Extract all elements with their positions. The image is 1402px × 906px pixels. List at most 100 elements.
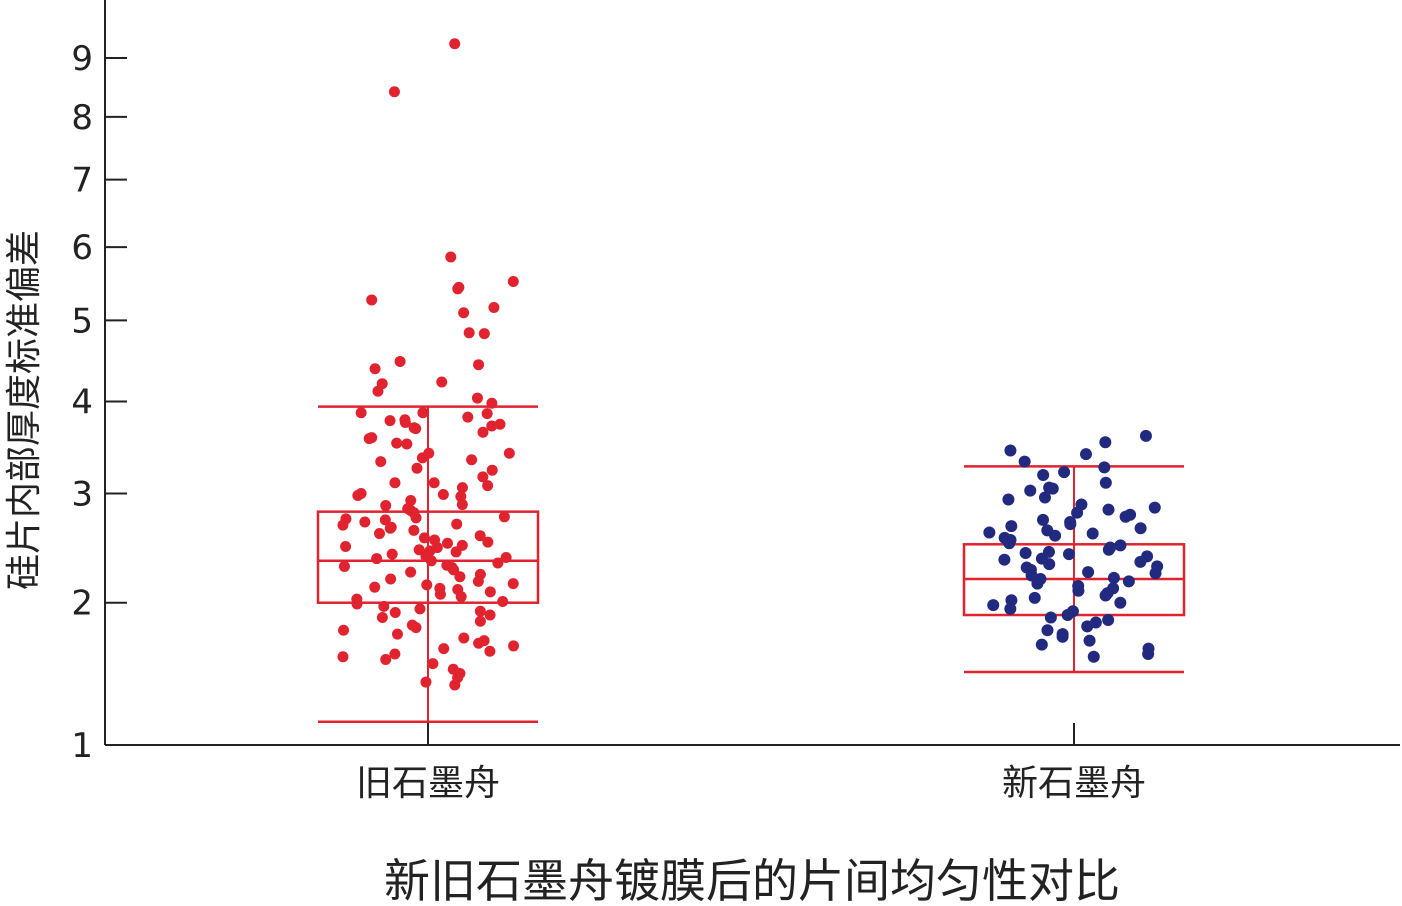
data-point	[494, 418, 506, 430]
data-point	[375, 456, 387, 468]
data-point	[456, 482, 468, 494]
y-tick-label: 1	[71, 726, 93, 766]
data-point	[1099, 589, 1112, 602]
data-point	[1044, 611, 1057, 624]
data-point	[410, 423, 422, 435]
data-point	[474, 530, 486, 542]
data-point	[471, 392, 483, 404]
data-point	[340, 540, 352, 552]
data-point	[1083, 634, 1096, 647]
data-point	[1031, 577, 1044, 590]
data-point	[1119, 510, 1132, 523]
data-point	[503, 447, 515, 459]
data-point	[1102, 503, 1115, 516]
y-tick-label: 2	[71, 584, 93, 624]
y-tick-label: 7	[71, 161, 93, 201]
data-point	[1005, 520, 1018, 533]
data-point	[1004, 444, 1017, 457]
data-point	[1142, 648, 1155, 661]
y-tick-label: 5	[71, 301, 93, 341]
data-point	[507, 275, 519, 287]
data-point	[1148, 501, 1161, 514]
box	[316, 510, 540, 604]
data-point	[1114, 539, 1127, 552]
data-point	[410, 512, 422, 524]
x-tick-label: 旧石墨舟	[356, 763, 500, 804]
point-group	[983, 429, 1164, 663]
data-point	[384, 415, 396, 427]
data-point	[425, 555, 437, 567]
data-point	[436, 376, 448, 388]
data-point	[417, 407, 429, 419]
data-point	[1041, 624, 1054, 637]
y-tick-label: 4	[71, 383, 93, 423]
data-point	[385, 573, 397, 585]
data-point	[474, 615, 486, 627]
data-point	[410, 622, 422, 634]
data-point	[372, 385, 384, 397]
data-point	[337, 519, 349, 531]
data-point	[389, 477, 401, 489]
data-point	[378, 600, 390, 612]
data-point	[1086, 527, 1099, 540]
data-point	[1079, 448, 1092, 461]
data-point	[376, 612, 388, 624]
data-point	[1018, 455, 1031, 468]
data-point	[1028, 591, 1041, 604]
data-point	[414, 603, 426, 615]
data-point	[1134, 555, 1147, 568]
data-point	[428, 477, 440, 489]
data-point	[355, 407, 367, 419]
data-point	[1038, 491, 1051, 504]
data-point	[391, 628, 403, 640]
data-point	[1064, 518, 1077, 531]
data-point	[498, 511, 510, 523]
data-point	[1114, 596, 1127, 609]
data-point	[452, 283, 464, 295]
data-point	[474, 605, 486, 617]
data-point	[1098, 461, 1111, 474]
axes: 1 2 3 4 5 6 7 8 9 旧石墨舟 新石墨舟	[71, 0, 1400, 804]
data-point	[987, 599, 1000, 612]
data-point	[380, 653, 392, 665]
data-points	[337, 38, 1164, 691]
data-point	[420, 676, 432, 688]
data-point	[482, 480, 494, 492]
data-point	[463, 327, 475, 339]
y-axis-title: 硅片内部厚度标准偏差	[4, 230, 45, 590]
data-point	[500, 551, 512, 563]
data-point	[1087, 650, 1100, 663]
data-point	[338, 560, 350, 572]
data-point	[462, 411, 474, 423]
data-point	[1035, 638, 1048, 651]
x-tick-label: 新石墨舟	[1002, 763, 1146, 804]
data-point	[369, 581, 381, 593]
data-point	[441, 537, 453, 549]
data-point	[1043, 558, 1056, 571]
data-point	[1004, 602, 1017, 615]
y-tick-label: 8	[71, 98, 93, 138]
data-point	[1099, 436, 1112, 449]
data-point	[458, 307, 470, 319]
data-point	[421, 579, 433, 591]
data-point	[405, 566, 417, 578]
data-point	[473, 637, 485, 649]
data-point	[1122, 575, 1135, 588]
data-point	[1019, 547, 1032, 560]
data-point	[1134, 522, 1147, 535]
data-point	[413, 544, 425, 556]
y-tick-label: 3	[71, 475, 93, 515]
data-point	[481, 408, 493, 420]
data-point	[477, 471, 489, 483]
data-point	[451, 518, 463, 530]
data-point	[1139, 429, 1152, 442]
data-point	[1063, 548, 1076, 561]
data-point	[983, 526, 996, 539]
data-point	[1072, 584, 1085, 597]
data-point	[484, 586, 496, 598]
data-point	[369, 363, 381, 375]
data-point	[1002, 493, 1015, 506]
data-point	[1071, 506, 1084, 519]
data-point	[366, 294, 378, 306]
